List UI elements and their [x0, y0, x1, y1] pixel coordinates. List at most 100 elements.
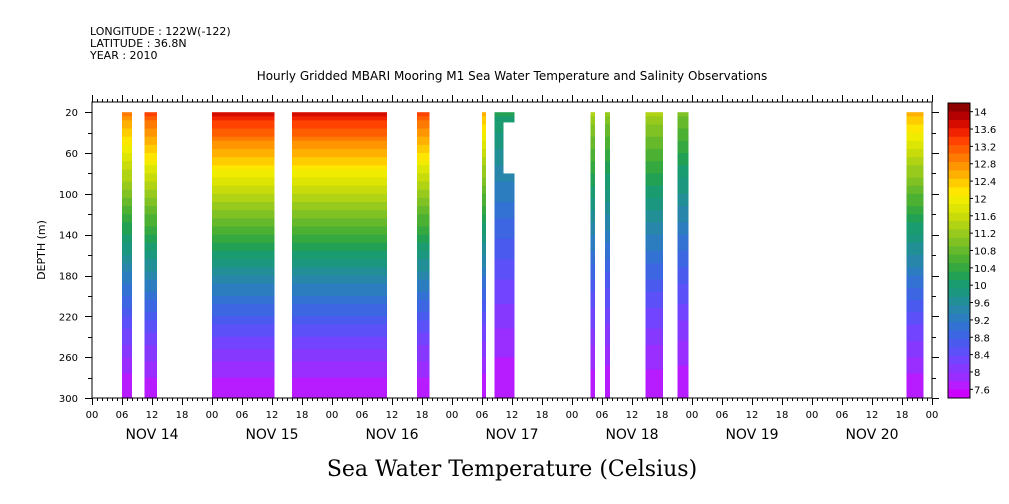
data-cell [122, 173, 132, 179]
data-cell [144, 389, 157, 395]
data-cell [590, 169, 595, 175]
data-cell [144, 112, 157, 117]
data-cell [590, 181, 595, 187]
data-cell [906, 157, 924, 162]
data-cell [605, 161, 610, 166]
data-cell [212, 344, 275, 350]
data-cell [645, 251, 663, 256]
data-cell [590, 218, 595, 224]
colorbar-swatch [948, 313, 970, 323]
data-cell [906, 177, 924, 183]
data-cell [677, 304, 689, 309]
data-cell [590, 246, 595, 252]
data-cell [605, 340, 610, 346]
data-cell [645, 165, 663, 170]
x-tick-label: 00 [926, 410, 939, 421]
data-cell [122, 365, 132, 371]
data-cell [482, 242, 486, 248]
data-cell [122, 234, 132, 240]
colorbar-label: 12 [974, 194, 987, 205]
data-cell [605, 381, 610, 387]
data-cell [482, 377, 486, 383]
x-axis-title: Sea Water Temperature (Celsius) [327, 457, 697, 482]
data-cell [494, 275, 515, 281]
data-cell [906, 116, 924, 121]
data-cell [906, 251, 924, 256]
data-cell [292, 287, 387, 293]
data-cell [494, 316, 515, 322]
data-cell [590, 189, 595, 195]
data-cell [417, 385, 430, 391]
data-cell [677, 202, 689, 207]
data-cell [482, 300, 486, 305]
data-cell [144, 361, 157, 366]
longitude-label: LONGITUDE : 122W(-122) [90, 25, 231, 38]
latitude-label: LATITUDE : 36.8N [90, 37, 187, 50]
colorbar-swatch [948, 263, 970, 272]
data-cell [212, 206, 275, 211]
data-cell [482, 267, 486, 273]
data-cell [494, 373, 515, 379]
data-cell [645, 259, 663, 264]
data-cell [590, 393, 595, 399]
data-cell [590, 377, 595, 383]
data-cell [122, 116, 132, 121]
colorbar-label: 12.4 [974, 177, 996, 188]
data-cell [645, 263, 663, 268]
data-cell [677, 132, 689, 138]
data-cell [122, 124, 132, 130]
data-cell [122, 140, 132, 146]
data-cell [212, 210, 275, 215]
data-cell [144, 116, 157, 121]
data-cell [122, 267, 132, 273]
data-cell [417, 234, 430, 240]
data-cell [122, 255, 132, 260]
data-cell [417, 255, 430, 260]
missing-data-gap [503, 122, 515, 174]
data-cell [292, 238, 387, 244]
x-tick-label: 00 [566, 410, 579, 421]
y-tick-label: 60 [65, 149, 78, 160]
data-cell [482, 218, 486, 224]
x-tick-label: 12 [386, 410, 399, 421]
data-cell [482, 197, 486, 203]
data-cell [417, 251, 430, 256]
data-cell [494, 381, 515, 387]
data-cell [292, 136, 387, 142]
data-cell [906, 161, 924, 166]
data-cell [212, 238, 275, 244]
data-cell [212, 185, 275, 191]
data-cell [144, 279, 157, 285]
data-cell [212, 161, 275, 166]
data-cell [494, 222, 515, 228]
data-cell [906, 365, 924, 371]
data-cell [677, 169, 689, 175]
data-cell [417, 222, 430, 228]
data-cell [122, 357, 132, 362]
data-cell [144, 291, 157, 297]
data-cell [144, 381, 157, 387]
data-cell [292, 157, 387, 162]
data-cell [590, 251, 595, 256]
data-cell [292, 116, 387, 121]
data-cell [494, 369, 515, 375]
data-cell [590, 197, 595, 203]
data-cell [590, 255, 595, 260]
colorbar-swatch [948, 136, 970, 146]
data-cell [417, 291, 430, 297]
data-cell [292, 140, 387, 146]
day-label: NOV 14 [125, 427, 178, 443]
data-cell [292, 349, 387, 354]
x-tick-label: 00 [86, 410, 99, 421]
colorbar-swatch [948, 389, 970, 399]
data-cell [292, 218, 387, 224]
data-cell [417, 169, 430, 175]
data-cell [590, 295, 595, 301]
data-cell [212, 116, 275, 121]
data-cell [605, 361, 610, 366]
data-cell [292, 340, 387, 346]
x-tick-label: 12 [266, 410, 279, 421]
data-cell [212, 312, 275, 317]
data-cell [122, 177, 132, 183]
data-cell [212, 226, 275, 232]
